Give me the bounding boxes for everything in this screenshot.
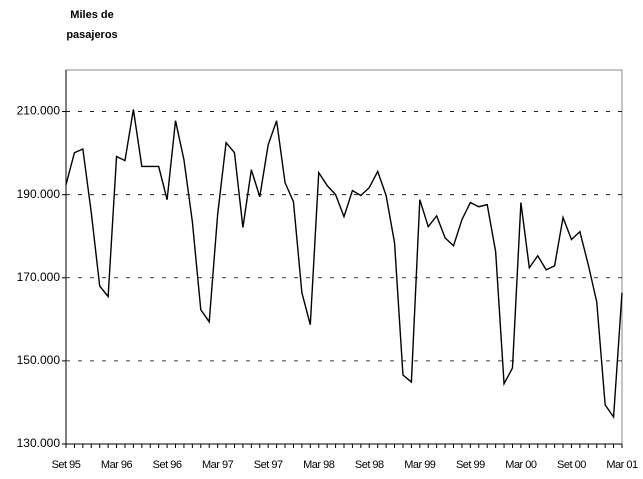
x-tick-label: Set 97 (254, 459, 283, 471)
x-tick-label: Mar 98 (303, 459, 335, 471)
y-tick-label: 190.000 (17, 187, 61, 201)
x-tick-label: Set 99 (456, 459, 485, 471)
y-tick-label: 130.000 (17, 436, 61, 450)
x-tick-label: Mar 96 (101, 459, 133, 471)
y-axis-title: pasajeros (66, 29, 117, 41)
x-tick-label: Mar 01 (606, 459, 638, 471)
x-tick-label: Mar 99 (404, 459, 436, 471)
y-tick-label: 170.000 (17, 270, 61, 284)
line-series (65, 109, 623, 420)
y-tick-label: 150.000 (17, 353, 61, 367)
y-axis-title: Miles de (70, 9, 113, 21)
x-tick-label: Set 98 (355, 459, 384, 471)
x-tick-label: Set 95 (52, 459, 81, 471)
x-tick-label: Set 96 (153, 459, 182, 471)
y-tick-label: 210.000 (17, 104, 61, 118)
x-tick-label: Set 00 (557, 459, 586, 471)
x-tick-label: Mar 97 (202, 459, 234, 471)
x-tick-label: Mar 00 (505, 459, 537, 471)
